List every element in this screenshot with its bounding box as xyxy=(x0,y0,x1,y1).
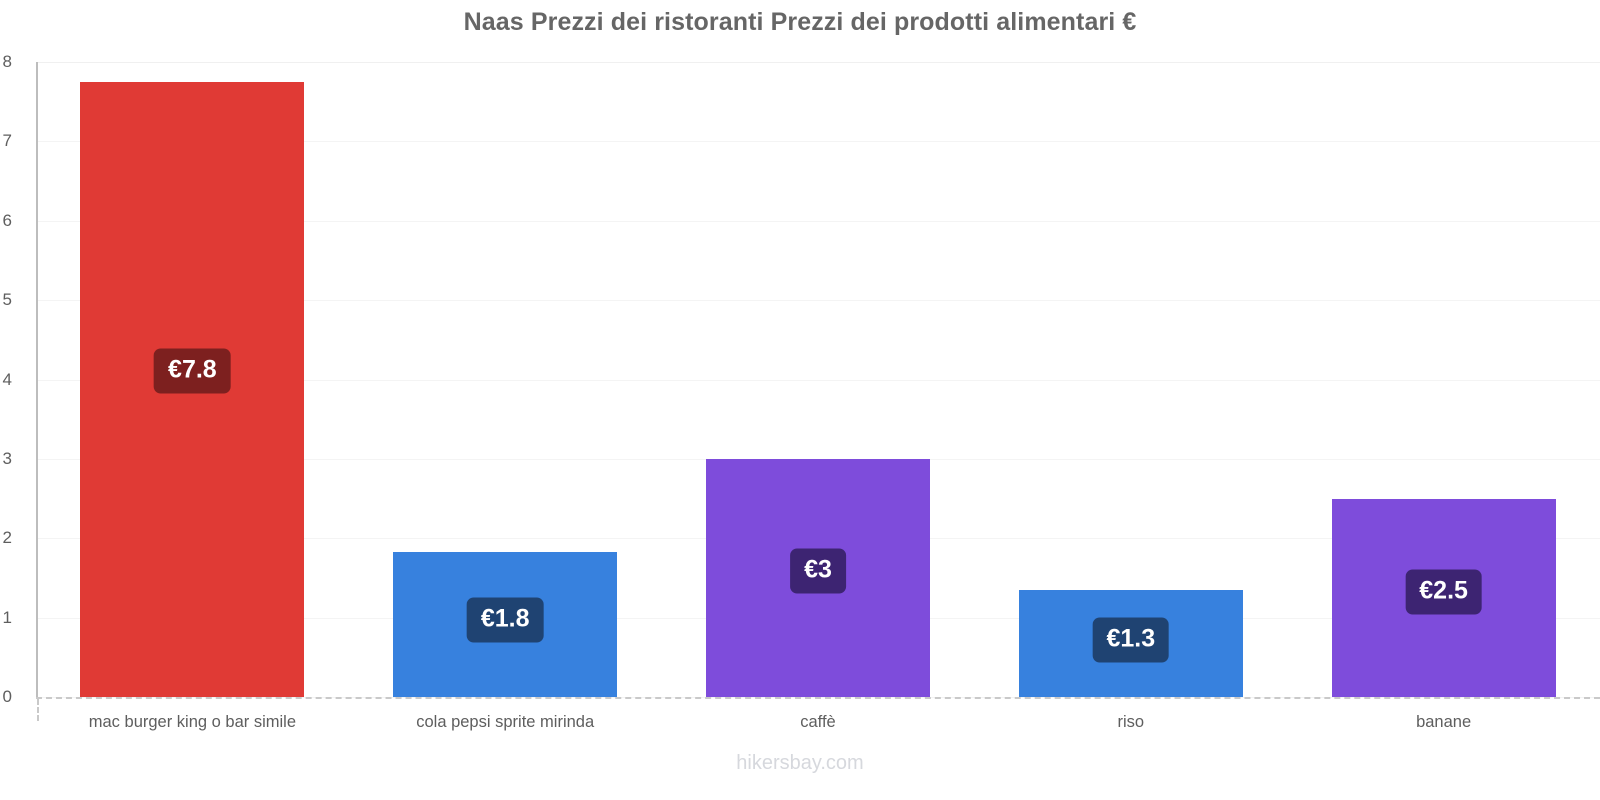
y-axis-tick-label: 7 xyxy=(2,131,12,151)
y-axis-tick-label: 4 xyxy=(2,369,12,389)
x-axis-tick-label: cola pepsi sprite mirinda xyxy=(416,713,595,731)
y-axis-tick-label: 0 xyxy=(2,687,12,706)
footer-credit: hikersbay.com xyxy=(736,752,864,774)
gridline xyxy=(36,300,1600,302)
x-axis-tick-label: banane xyxy=(1416,713,1472,731)
bar-value-label: €3 xyxy=(790,548,846,594)
y-axis-tick-label: 1 xyxy=(2,607,12,627)
gridline xyxy=(36,379,1600,381)
x-axis-tick-label: mac burger king o bar simile xyxy=(88,713,297,731)
bar-value-label: €7.8 xyxy=(154,348,231,394)
y-axis-tick-label: 3 xyxy=(2,448,12,468)
x-axis-tick-label: riso xyxy=(1117,713,1145,731)
bar-value-label: €1.3 xyxy=(1092,617,1170,663)
y-axis-tick-label: 6 xyxy=(2,210,12,230)
y-axis-tick-label: 8 xyxy=(2,52,12,71)
x-axis-line xyxy=(36,697,1600,699)
gridline xyxy=(36,62,1600,63)
y-axis-tick-label: 2 xyxy=(2,528,12,548)
chart-title: Naas Prezzi dei ristoranti Prezzi dei pr… xyxy=(463,8,1137,36)
bar-value-label: €2.5 xyxy=(1405,569,1482,615)
x-axis-tick-label: caffè xyxy=(800,713,836,731)
gridline xyxy=(36,141,1600,143)
y-axis-line xyxy=(36,62,38,699)
bar-value-label: €1.8 xyxy=(466,597,544,643)
y-axis-tick-label: 5 xyxy=(2,290,12,310)
y-axis-tick-stub xyxy=(37,699,39,721)
gridline xyxy=(36,220,1600,222)
